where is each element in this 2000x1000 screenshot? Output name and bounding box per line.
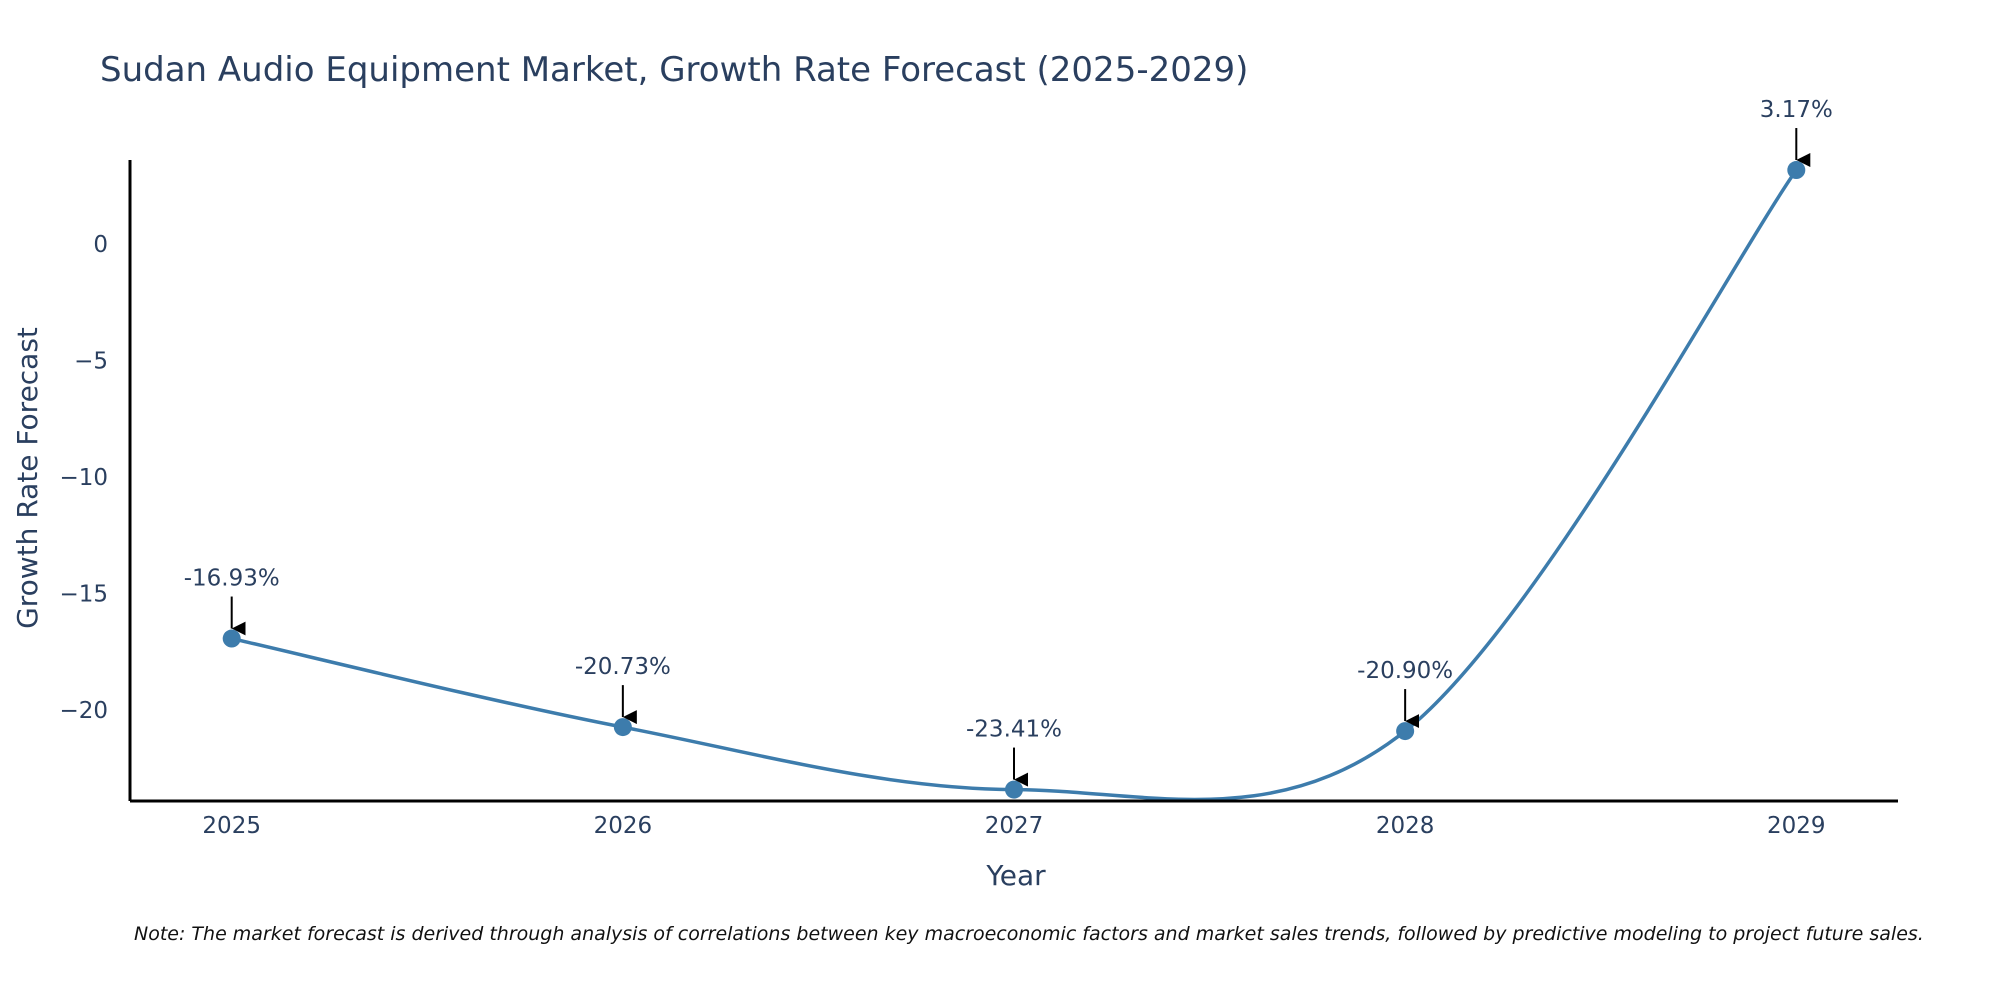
x-axis-ticks: 2025 2026 2027 2028 2029 — [202, 813, 1825, 839]
data-label: -23.41% — [966, 717, 1062, 743]
data-point — [222, 629, 241, 648]
x-tick-label: 2029 — [1767, 813, 1826, 839]
chart-title: Sudan Audio Equipment Market, Growth Rat… — [100, 50, 1248, 90]
data-point — [1396, 722, 1415, 741]
x-axis-title: Year — [985, 859, 1046, 892]
x-tick-label: 2025 — [202, 813, 261, 839]
y-tick-label: 0 — [93, 232, 108, 258]
y-tick-label: −15 — [59, 582, 108, 608]
y-axis-ticks: 0 −5 −10 −15 −20 — [59, 232, 108, 724]
y-tick-label: −5 — [74, 348, 108, 374]
data-label: 3.17% — [1760, 97, 1833, 123]
y-tick-label: −20 — [59, 698, 108, 724]
plot-area: -16.93% -20.73% -23.41% -20.90% 3.17% — [184, 97, 1833, 802]
x-tick-label: 2026 — [594, 813, 653, 839]
data-point — [613, 718, 632, 737]
x-tick-label: 2028 — [1376, 813, 1435, 839]
data-point — [1005, 780, 1023, 799]
y-tick-label: −10 — [59, 465, 108, 491]
series-line — [231, 169, 1798, 802]
data-point — [1787, 161, 1806, 180]
data-label: -20.73% — [575, 654, 671, 680]
data-label: -20.90% — [1357, 658, 1453, 684]
y-axis-title: Growth Rate Forecast — [11, 327, 44, 629]
x-tick-label: 2027 — [985, 813, 1044, 839]
data-label: -16.93% — [184, 566, 280, 592]
footnote: Note: The market forecast is derived thr… — [134, 923, 1924, 945]
